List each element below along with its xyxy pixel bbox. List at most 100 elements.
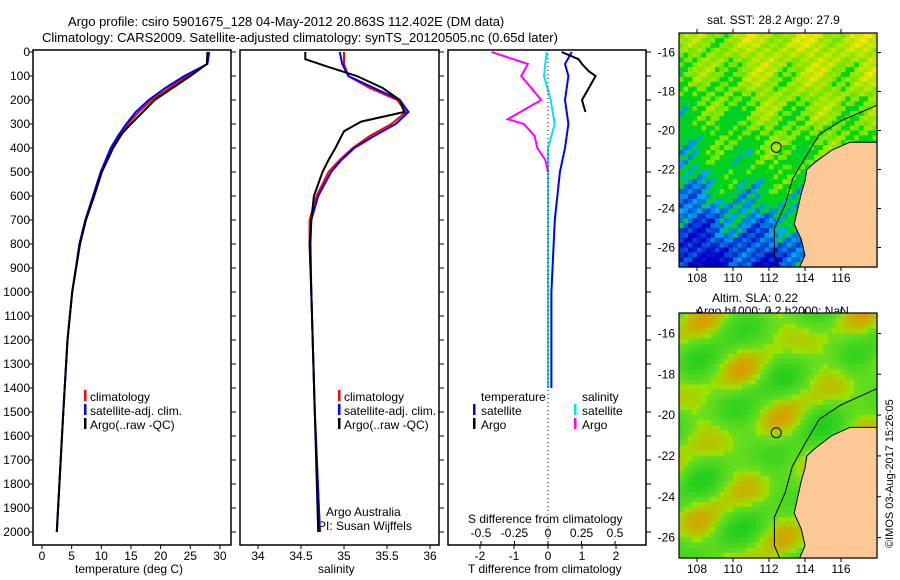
- series-line-argo---raw--qc-: [55, 51, 209, 533]
- map-cell: [841, 81, 847, 88]
- map-cell: [845, 106, 851, 112]
- map-cell: [701, 491, 707, 498]
- map-cell: [715, 252, 721, 258]
- map-cell: [787, 193, 793, 200]
- map-cell: [787, 237, 793, 244]
- map-cell: [715, 542, 721, 549]
- map-cell: [773, 218, 779, 224]
- map-cell: [850, 81, 856, 88]
- map-cell: [688, 164, 694, 171]
- map-cell: [841, 379, 847, 386]
- map-cell: [733, 237, 739, 244]
- map-cell: [782, 374, 788, 380]
- map-cell: [746, 130, 752, 136]
- map-cell: [701, 471, 707, 477]
- map-cell: [859, 57, 865, 63]
- map-cell: [751, 135, 757, 141]
- map-cell: [697, 450, 703, 457]
- map-cell: [859, 62, 865, 68]
- map-cell: [692, 369, 698, 375]
- map-cell: [809, 62, 815, 68]
- map-cell: [778, 223, 784, 229]
- map-cell: [701, 72, 707, 78]
- map-cell: [715, 150, 721, 156]
- map-cell: [787, 130, 793, 136]
- map-cell: [746, 232, 752, 239]
- map-cell: [733, 198, 739, 205]
- map-cell: [697, 169, 703, 175]
- map-cell: [782, 481, 788, 488]
- map-cell: [809, 415, 815, 421]
- map-cell: [827, 130, 833, 136]
- map-cell: [733, 37, 739, 44]
- map-cell: [823, 348, 829, 355]
- map-cell: [773, 42, 779, 49]
- map-cell: [791, 81, 797, 88]
- map-cell: [818, 67, 824, 73]
- x-tick-label: 36: [423, 549, 437, 563]
- map-cell: [728, 466, 734, 472]
- map-cell: [778, 491, 784, 498]
- map-cell: [782, 37, 788, 44]
- map-cell: [755, 52, 761, 58]
- map-cell: [697, 399, 703, 406]
- map-cell: [868, 415, 874, 421]
- map-cell: [724, 476, 730, 482]
- map-cell: [823, 115, 829, 122]
- map-cell: [679, 164, 685, 171]
- map-cell: [800, 455, 806, 462]
- map-cell: [782, 42, 788, 49]
- map-cell: [773, 115, 779, 122]
- map-cell: [719, 179, 725, 185]
- map-cell: [787, 198, 793, 205]
- map-cell: [778, 237, 784, 244]
- map-cell: [791, 213, 797, 219]
- map-cell: [701, 140, 707, 146]
- map-cell: [868, 115, 874, 122]
- map-cell: [715, 496, 721, 503]
- map-cell: [697, 228, 703, 234]
- map-cell: [746, 328, 752, 334]
- map-cell: [872, 343, 878, 350]
- map-cell: [818, 343, 824, 350]
- map-cell: [719, 208, 725, 214]
- map-cell: [764, 547, 770, 554]
- map-cell: [719, 91, 725, 97]
- map-cell: [827, 125, 833, 132]
- map-cell: [688, 111, 694, 117]
- map-cell: [706, 145, 712, 151]
- map-cell: [778, 184, 784, 190]
- map-cell: [746, 389, 752, 396]
- map-cell: [796, 81, 802, 88]
- map-cell: [710, 130, 716, 136]
- map-cell: [692, 338, 698, 345]
- map-cell: [733, 420, 739, 426]
- map-cell: [805, 328, 811, 334]
- map-cell: [755, 374, 761, 380]
- map-cell: [868, 394, 874, 401]
- map-cell: [755, 455, 761, 462]
- map-cell: [737, 37, 743, 44]
- map-cell: [850, 384, 856, 391]
- map-cell: [742, 96, 748, 102]
- map-cell: [755, 150, 761, 156]
- map-cell: [728, 150, 734, 156]
- legend-swatch: [84, 390, 87, 401]
- map-cell: [733, 404, 739, 411]
- map-cell: [836, 425, 842, 431]
- map-cell: [805, 333, 811, 340]
- map-cell: [751, 33, 757, 39]
- map-cell: [733, 145, 739, 151]
- map-cell: [728, 218, 734, 224]
- map-cell: [764, 415, 770, 421]
- map-cell: [863, 410, 869, 416]
- map-cell: [845, 81, 851, 88]
- map-cell: [778, 208, 784, 214]
- map-cell: [692, 507, 698, 513]
- map-cell: [692, 91, 698, 97]
- map-cell: [805, 425, 811, 431]
- map-cell: [863, 67, 869, 73]
- map-cell: [809, 135, 815, 141]
- map-cell: [805, 101, 811, 107]
- map-cell: [733, 150, 739, 156]
